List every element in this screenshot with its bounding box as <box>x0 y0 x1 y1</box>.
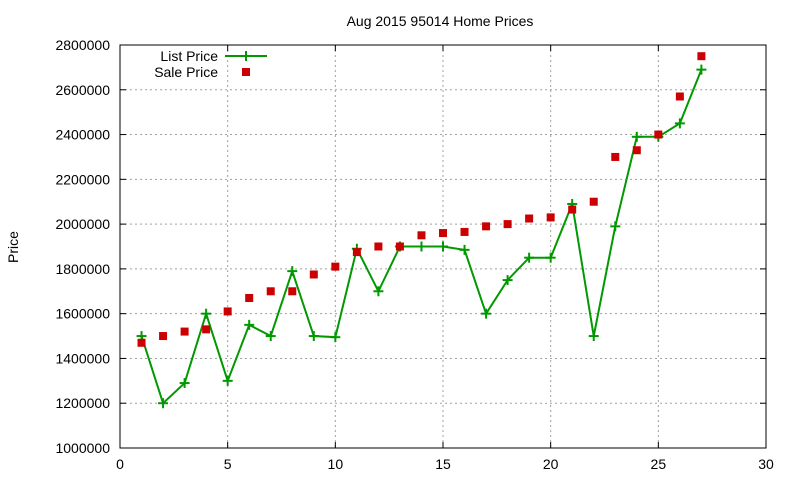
y-axis-label: Price <box>5 231 21 263</box>
sale-price-point <box>374 242 383 251</box>
list-price-point <box>524 252 535 263</box>
x-tick-label: 0 <box>116 456 124 472</box>
sale-price-point <box>180 327 189 336</box>
list-price-point <box>545 252 556 263</box>
sale-price-point <box>159 332 168 341</box>
list-price-point <box>244 319 255 330</box>
chart-title: Aug 2015 95014 Home Prices <box>347 13 534 29</box>
x-tick-label: 20 <box>543 456 559 472</box>
sale-price-point <box>611 152 620 161</box>
legend-square-marker <box>242 68 250 76</box>
sale-price-point <box>482 222 491 231</box>
sale-price-point <box>309 270 318 279</box>
list-price-point <box>631 131 642 142</box>
sale-price-point <box>503 220 512 229</box>
y-tick-label: 2600000 <box>55 82 110 98</box>
sale-price-point <box>288 287 297 296</box>
legend-label: List Price <box>160 48 218 64</box>
y-tick-label: 2000000 <box>55 216 110 232</box>
list-price-point <box>373 286 384 297</box>
y-tick-label: 2400000 <box>55 127 110 143</box>
list-price-point <box>588 331 599 342</box>
sale-price-point <box>654 130 663 139</box>
x-tick-label: 10 <box>328 456 344 472</box>
y-tick-label: 1400000 <box>55 350 110 366</box>
x-tick-label: 25 <box>651 456 667 472</box>
list-price-point <box>696 64 707 75</box>
list-price-point <box>222 375 233 386</box>
sale-price-point <box>331 262 340 271</box>
list-price-point <box>158 398 169 409</box>
sale-price-point <box>352 248 361 257</box>
x-tick-label: 15 <box>435 456 451 472</box>
sale-price-point <box>395 242 404 251</box>
x-tick-label: 5 <box>224 456 232 472</box>
list-price-point <box>201 308 212 319</box>
y-tick-label: 2200000 <box>55 171 110 187</box>
legend-cross-marker <box>241 51 251 61</box>
sale-price-point <box>675 92 684 101</box>
sale-price-point <box>417 231 426 240</box>
sale-price-point <box>266 287 275 296</box>
y-tick-label: 1200000 <box>55 395 110 411</box>
sale-price-point <box>632 146 641 155</box>
list-price-point <box>330 332 341 343</box>
sale-price-point <box>137 338 146 347</box>
axes: 0 5 10 15 20 25 30 1000000 1200000 1400000 1600000… <box>55 37 774 472</box>
sale-price-point <box>525 214 534 223</box>
series-layer <box>136 52 707 409</box>
list-price-point <box>481 308 492 319</box>
list-price-point <box>674 118 685 129</box>
sale-price-point <box>460 227 469 236</box>
sale-price-point <box>439 229 447 238</box>
y-tick-label: 2800000 <box>55 37 110 53</box>
sale-price-point <box>589 197 598 206</box>
sale-price-point <box>568 205 577 214</box>
y-tick-label: 1600000 <box>55 306 110 322</box>
list-price-point <box>438 241 448 252</box>
list-price-point <box>179 378 190 389</box>
list-price-point <box>416 241 427 252</box>
y-tick-label: 1800000 <box>55 261 110 277</box>
list-price-point <box>459 244 470 255</box>
list-price-point <box>308 331 319 342</box>
y-tick-label: 1000000 <box>55 440 110 456</box>
sale-price-point <box>546 213 555 222</box>
sale-price-point <box>223 307 232 316</box>
list-price-point <box>287 266 298 277</box>
sale-price-point <box>245 293 254 302</box>
list-price-point <box>610 221 621 232</box>
sale-price-point <box>202 325 211 334</box>
legend-label: Sale Price <box>154 64 218 80</box>
x-tick-label: 30 <box>758 456 774 472</box>
sale-price-point <box>697 52 706 61</box>
list-price-point <box>502 275 513 286</box>
list-price-point <box>265 331 276 342</box>
